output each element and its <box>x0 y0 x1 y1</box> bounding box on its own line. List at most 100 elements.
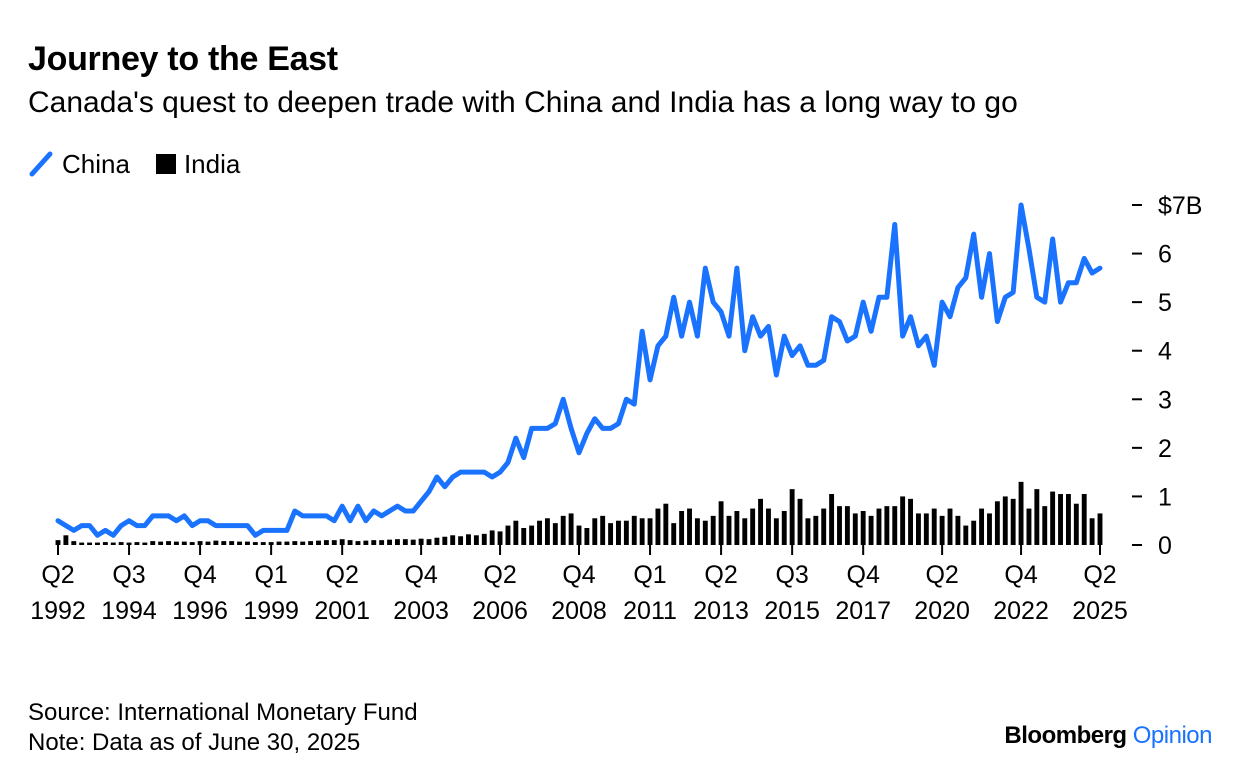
india-bar <box>813 515 819 545</box>
india-bar <box>205 541 211 545</box>
legend-item-china: China <box>28 149 130 180</box>
india-bar <box>900 496 906 545</box>
india-bar <box>300 541 306 545</box>
india-bar <box>1042 506 1048 545</box>
india-bar <box>410 539 416 545</box>
india-bar <box>915 513 921 545</box>
x-tick-year: 2011 <box>623 597 677 625</box>
india-bar <box>947 508 953 545</box>
x-tick-year: 2001 <box>314 597 370 625</box>
india-bar <box>844 506 850 545</box>
brand-accent: Opinion <box>1132 722 1213 749</box>
india-bar <box>181 541 187 545</box>
x-tick-quarter: Q3 <box>112 561 145 589</box>
india-bar <box>679 511 685 545</box>
india-bar <box>687 508 692 545</box>
india-bar <box>726 515 732 545</box>
india-bar <box>489 530 495 545</box>
india-bar <box>852 513 858 545</box>
india-bar <box>750 508 756 545</box>
india-bar <box>339 539 345 545</box>
india-bar <box>450 535 456 545</box>
india-bar <box>79 542 85 545</box>
india-bar <box>1081 494 1087 545</box>
india-bar <box>95 542 100 545</box>
x-tick-quarter: Q2 <box>925 561 958 589</box>
y-tick-label: 6 <box>1158 241 1172 269</box>
india-bar <box>544 518 550 545</box>
india-bar <box>663 503 669 545</box>
india-bar <box>252 542 258 545</box>
india-bar <box>592 518 598 545</box>
india-bar <box>166 541 171 545</box>
india-bar <box>268 542 274 545</box>
x-tick-year: 2006 <box>472 597 528 625</box>
india-bar <box>260 542 266 545</box>
india-bar <box>118 542 124 545</box>
india-bar <box>734 511 740 545</box>
x-tick-year: 1999 <box>243 597 299 625</box>
india-bar <box>402 539 408 545</box>
india-bar <box>316 540 321 545</box>
india-bar <box>521 528 527 545</box>
india-bar <box>426 539 432 545</box>
india-bar <box>568 513 574 545</box>
chart-area: $7B 6 5 4 3 2 1 0 Q2 1992 Q3 1994 Q4 1996 Q1 1999 Q2 200… <box>30 192 1202 625</box>
x-tick-year: 1996 <box>172 597 228 625</box>
x-tick-quarter: Q4 <box>1004 561 1037 589</box>
india-bar <box>694 518 700 545</box>
india-bar <box>908 498 913 545</box>
india-bar <box>308 541 314 545</box>
india-bar <box>394 539 400 545</box>
india-bar <box>884 506 890 545</box>
footer: Source: International Monetary Fund Note… <box>28 698 418 758</box>
source-note: Source: International Monetary Fund <box>28 699 418 726</box>
india-bar <box>134 542 140 545</box>
india-bar <box>797 498 803 545</box>
india-bar <box>363 540 369 545</box>
india-bar <box>987 513 992 545</box>
legend: China India <box>28 148 266 180</box>
x-tick-quarter: Q4 <box>847 561 880 589</box>
india-bar <box>639 518 645 545</box>
india-bar <box>623 520 629 545</box>
india-bar <box>1073 503 1079 545</box>
x-tick-quarter: Q1 <box>633 561 666 589</box>
x-tick-quarter: Q2 <box>41 561 74 589</box>
india-bar <box>923 513 929 545</box>
y-tick-label: 1 <box>1158 483 1172 511</box>
y-tick-label: 0 <box>1158 532 1172 560</box>
x-tick-quarter: Q2 <box>326 561 359 589</box>
india-bar <box>513 520 519 545</box>
india-bar <box>552 523 558 545</box>
india-bar <box>758 498 763 545</box>
india-bar <box>387 539 392 545</box>
y-axis: $7B 6 5 4 3 2 1 0 <box>1132 192 1202 560</box>
india-bar <box>979 508 985 545</box>
india-bar <box>497 531 503 545</box>
india-bar <box>505 525 511 545</box>
x-tick-year: 2008 <box>551 597 607 625</box>
india-bar <box>576 525 582 545</box>
y-tick-label: 3 <box>1158 386 1172 414</box>
india-bar <box>292 541 298 545</box>
india-bar <box>102 542 108 545</box>
india-bar <box>221 541 227 545</box>
x-tick-year: 2020 <box>914 597 970 625</box>
india-bar <box>473 535 479 545</box>
india-bar <box>371 540 377 545</box>
india-bar <box>1034 489 1040 545</box>
x-tick-quarter: Q4 <box>404 561 437 589</box>
india-bar <box>434 537 440 545</box>
india-bar <box>237 541 242 545</box>
india-bar <box>766 508 771 545</box>
x-tick-year: 2013 <box>693 597 749 625</box>
india-bar <box>647 518 653 545</box>
x-tick-quarter: Q2 <box>483 561 516 589</box>
india-bar <box>379 540 385 545</box>
y-tick-label: 2 <box>1158 435 1172 463</box>
x-tick-quarter: Q1 <box>254 561 287 589</box>
china-series-line <box>55 202 1103 538</box>
india-bar <box>276 541 282 545</box>
india-bar <box>671 523 677 545</box>
